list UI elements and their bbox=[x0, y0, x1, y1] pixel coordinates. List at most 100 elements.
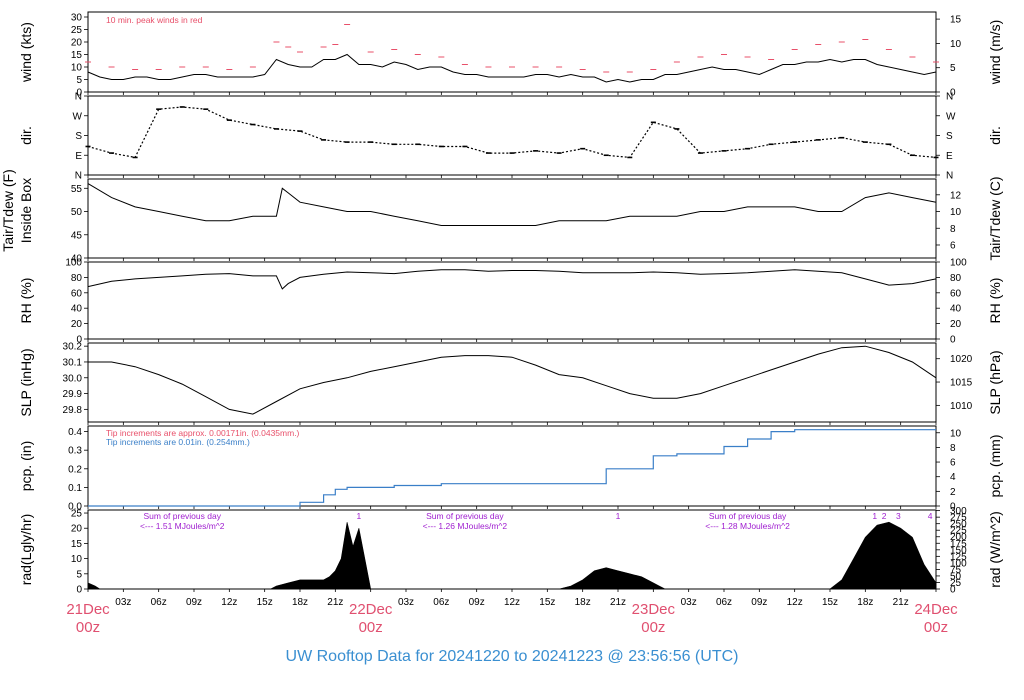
y-axis-title-left: pcp. (in) bbox=[18, 441, 34, 492]
y-tick-label-right: 125 bbox=[950, 552, 967, 563]
rad-note-line1: Sum of previous day bbox=[709, 511, 787, 521]
y-tick-label-left: W bbox=[73, 111, 83, 122]
y-tick-label-left: 0.2 bbox=[68, 464, 82, 475]
y-tick-label-right: 80 bbox=[950, 273, 962, 284]
y-tick-label-left: 0.1 bbox=[68, 483, 82, 494]
x-tick-label: 06z bbox=[716, 597, 732, 608]
page-footer-title: UW Rooftop Data for 20241220 to 20241223… bbox=[285, 648, 739, 665]
x-tick-label: 03z bbox=[398, 597, 414, 608]
x-tick-label: 09z bbox=[751, 597, 767, 608]
y-axis-title-right: SLP (hPa) bbox=[987, 350, 1003, 414]
panel-temp: 40 45 50 55 6 8 10 12 bbox=[71, 178, 962, 265]
y-tick-label-left: 0.4 bbox=[68, 427, 82, 438]
x-tick-label: 03z bbox=[115, 597, 131, 608]
x-tick-label: 06z bbox=[433, 597, 449, 608]
x-tick-label: 15z bbox=[257, 597, 273, 608]
y-tick-label-right: 10 bbox=[950, 207, 962, 218]
y-tick-label-right: 300 bbox=[950, 506, 967, 517]
x-tick-label: 09z bbox=[469, 597, 485, 608]
x-tick-label: 21z bbox=[327, 597, 343, 608]
series-wind bbox=[87, 53, 937, 83]
rad-marker: 1 bbox=[616, 511, 621, 521]
x-tick-label: 09z bbox=[186, 597, 202, 608]
series-tair bbox=[87, 183, 937, 226]
y-axis-title-right: RH (%) bbox=[987, 278, 1003, 324]
y-tick-label-right: 1020 bbox=[950, 354, 973, 365]
y-tick-label-left: 80 bbox=[71, 273, 83, 284]
y-tick-label-left: 10 bbox=[71, 554, 83, 565]
y-tick-label-right: 6 bbox=[950, 240, 956, 251]
x-tick-label: 12z bbox=[504, 597, 520, 608]
date-tick-label: 24Dec bbox=[914, 601, 958, 618]
y-tick-label-right: 225 bbox=[950, 526, 967, 537]
x-tick-label: 21z bbox=[893, 597, 909, 608]
y-tick-label-right: 6 bbox=[950, 458, 956, 469]
y-axis-title-left: SLP (inHg) bbox=[18, 348, 34, 416]
rad-note-line1: Sum of previous day bbox=[426, 511, 504, 521]
date-tick-sublabel: 00z bbox=[359, 619, 383, 636]
series-slp bbox=[88, 345, 937, 415]
y-tick-label-right: E bbox=[946, 151, 953, 162]
series-rh bbox=[87, 269, 937, 290]
pcp-annotation-2: Tip increments are 0.01in. (0.254mm.) bbox=[106, 437, 250, 447]
series-pcp bbox=[88, 429, 936, 507]
y-tick-label-left: 30.1 bbox=[63, 357, 83, 368]
y-tick-label-right: 175 bbox=[950, 539, 967, 550]
y-tick-label-right: 20 bbox=[950, 319, 962, 330]
panel-frame bbox=[87, 95, 937, 176]
y-tick-label-right: 40 bbox=[950, 304, 962, 315]
rad-marker: 3 bbox=[896, 511, 901, 521]
y-tick-label-left: 25 bbox=[71, 509, 83, 520]
y-tick-label-left: 30.2 bbox=[63, 342, 83, 353]
y-tick-label-right: 0 bbox=[950, 502, 956, 513]
y-tick-label-left: 0.3 bbox=[68, 446, 82, 457]
x-tick-label: 15z bbox=[539, 597, 555, 608]
y-tick-label-right: N bbox=[946, 171, 953, 182]
y-tick-label-left: 29.9 bbox=[63, 389, 83, 400]
date-tick-sublabel: 00z bbox=[924, 619, 948, 636]
panel-rh: 0 20 40 60 80 100 0 20 40 60 80 100 bbox=[65, 258, 967, 346]
rad-note-line2: <--- 1.26 MJoules/m^2 bbox=[423, 521, 508, 531]
y-tick-label-right: 1015 bbox=[950, 378, 973, 389]
x-tick-label: 15z bbox=[822, 597, 838, 608]
y-tick-label-right: 250 bbox=[950, 519, 967, 530]
y-axis-title-right: wind (m/s) bbox=[987, 20, 1003, 86]
y-tick-label-right: 275 bbox=[950, 513, 967, 524]
y-tick-label-right: 8 bbox=[950, 443, 956, 454]
y-tick-label-right: 25 bbox=[950, 578, 962, 589]
y-axis-title-right: rad (W/m^2) bbox=[987, 511, 1003, 588]
y-tick-label-left: 30.0 bbox=[63, 373, 83, 384]
y-tick-label-right: W bbox=[946, 111, 956, 122]
y-tick-label-right: 50 bbox=[950, 571, 962, 582]
y-tick-label-left: N bbox=[75, 92, 82, 103]
y-tick-label-right: 200 bbox=[950, 532, 967, 543]
y-axis-title-left: Tair/Tdew (F) bbox=[0, 169, 16, 251]
series-wind-direction bbox=[87, 106, 937, 159]
panel-frame bbox=[87, 178, 937, 259]
y-tick-label-right: 8 bbox=[950, 224, 956, 235]
y-tick-label-left: 40 bbox=[71, 254, 83, 265]
y-tick-label-right: 4 bbox=[950, 472, 956, 483]
y-tick-label-left: 15 bbox=[71, 539, 83, 550]
y-tick-label-right: 75 bbox=[950, 565, 962, 576]
y-tick-label-left: 0 bbox=[76, 585, 82, 596]
y-tick-label-left: E bbox=[75, 151, 82, 162]
rad-marker: 4 bbox=[928, 511, 933, 521]
y-tick-label-left: 60 bbox=[71, 288, 83, 299]
x-tick-label: 18z bbox=[292, 597, 308, 608]
rad-marker: 1 bbox=[357, 511, 362, 521]
y-tick-label-left: N bbox=[75, 171, 82, 182]
y-tick-label-right: N bbox=[946, 92, 953, 103]
x-tick-label: 12z bbox=[221, 597, 237, 608]
y-axis-title-left-2: Inside Box bbox=[18, 178, 34, 243]
y-tick-label-left: 20 bbox=[71, 38, 83, 49]
y-tick-label-left: 0 bbox=[76, 335, 82, 346]
y-tick-label-right: 12 bbox=[950, 190, 962, 201]
y-tick-label-right: 150 bbox=[950, 545, 967, 556]
y-tick-label-left: 10 bbox=[71, 63, 83, 74]
rad-marker: 2 bbox=[882, 511, 887, 521]
panel-frame bbox=[87, 342, 937, 423]
date-tick-sublabel: 00z bbox=[641, 619, 665, 636]
